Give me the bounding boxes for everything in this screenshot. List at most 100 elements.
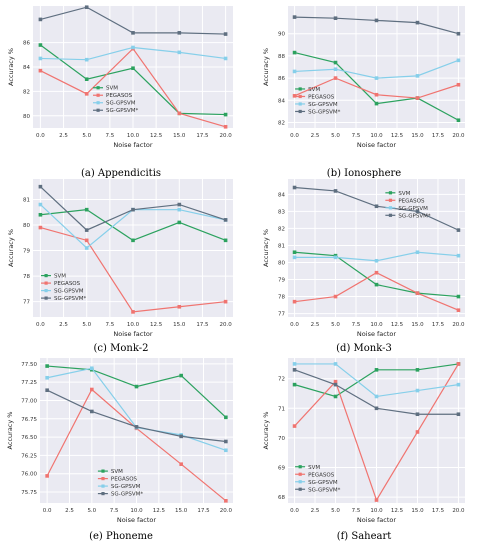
- x-tick-label: 10.0: [130, 508, 143, 514]
- data-point-sg-gpsvm-star: [177, 202, 182, 207]
- x-tick-label: 15.0: [175, 508, 188, 514]
- y-tick-label: 77: [23, 300, 30, 306]
- x-tick-label: 15.0: [411, 322, 424, 328]
- legend-swatch-marker: [298, 102, 302, 106]
- legend-label: SVM: [106, 86, 118, 92]
- data-point-pegasos: [374, 498, 379, 502]
- x-tick-label: 10.0: [370, 508, 383, 514]
- caption-monk-3: (d) Monk-3: [336, 343, 392, 354]
- data-point-sg-gpsvm-star: [374, 406, 379, 411]
- data-point-pegasos: [224, 499, 228, 503]
- x-tick-label: 7.5: [105, 133, 114, 139]
- data-point-svm: [415, 368, 420, 372]
- data-point-pegasos: [292, 424, 297, 428]
- y-tick-label: 76.00: [21, 472, 37, 478]
- legend-label: SG-GPSVM: [111, 484, 141, 490]
- data-point-sg-gpsvm-star: [415, 209, 420, 214]
- data-point-pegasos: [333, 379, 338, 384]
- y-tick-label: 86: [278, 76, 285, 82]
- data-point-sg-gpsvm-star: [333, 16, 338, 20]
- y-tick-label: 82: [23, 89, 30, 95]
- x-tick-label: 7.5: [352, 508, 361, 514]
- data-point-sg-gpsvm: [177, 207, 182, 212]
- x-tick-label: 12.5: [150, 133, 163, 139]
- data-point-sg-gpsvm-star: [179, 434, 183, 439]
- data-point-sg-gpsvm-star: [84, 5, 89, 10]
- legend-label: SVM: [111, 469, 123, 475]
- x-tick-label: 10.0: [370, 322, 383, 328]
- x-tick-label: 12.5: [153, 508, 166, 514]
- data-point-sg-gpsvm-star: [224, 439, 228, 444]
- y-tick-label: 80: [278, 260, 285, 266]
- data-point-sg-gpsvm: [415, 74, 420, 78]
- y-axis-label: Accuracy %: [7, 48, 15, 86]
- y-tick-label: 80: [23, 223, 30, 229]
- legend-label: SG-GPSVM: [308, 102, 338, 108]
- data-point-sg-gpsvm-star: [177, 31, 182, 35]
- legend-label: PEGASOS: [54, 281, 81, 287]
- legend-label: SG-GPSVM*: [398, 213, 431, 219]
- x-tick-label: 0.0: [290, 322, 299, 328]
- x-tick-label: 7.5: [352, 133, 361, 139]
- y-tick-label: 76.50: [21, 435, 37, 441]
- x-tick-label: 17.5: [197, 508, 210, 514]
- data-point-pegasos: [84, 92, 89, 96]
- data-point-pegasos: [456, 362, 461, 366]
- x-axis-label: Noise factor: [357, 516, 396, 524]
- data-point-svm: [131, 238, 135, 243]
- legend-label: SVM: [308, 465, 320, 471]
- y-tick-label: 77: [278, 312, 285, 318]
- y-tick-label: 80: [23, 114, 30, 120]
- data-point-svm: [45, 364, 49, 368]
- y-tick-label: 70: [278, 436, 285, 442]
- data-point-pegasos: [223, 124, 228, 129]
- data-point-sg-gpsvm: [333, 255, 338, 260]
- x-tick-label: 20.0: [452, 508, 465, 514]
- data-point-sg-gpsvm: [456, 382, 461, 387]
- data-point-sg-gpsvm-star: [38, 184, 43, 189]
- legend-swatch-marker: [44, 274, 48, 278]
- data-point-sg-gpsvm: [374, 258, 379, 263]
- data-point-sg-gpsvm: [333, 67, 338, 72]
- data-point-sg-gpsvm: [456, 253, 461, 258]
- data-point-sg-gpsvm-star: [131, 31, 135, 35]
- data-point-sg-gpsvm-star: [374, 204, 379, 209]
- data-point-sg-gpsvm-star: [415, 20, 420, 25]
- chart-panel-2: 0.0 2.5 5.0 7.5 10.0 12.5 15.0 17.5 20.0 82 84 86 88…: [262, 6, 465, 149]
- data-point-pegasos: [374, 92, 379, 97]
- legend-swatch-marker: [298, 487, 302, 491]
- data-point-sg-gpsvm: [45, 375, 49, 380]
- legend-label: SG-GPSVM: [308, 480, 338, 486]
- data-point-pegasos: [90, 387, 94, 392]
- legend-swatch-marker: [388, 198, 393, 202]
- legend-label: SG-GPSVM*: [54, 296, 87, 302]
- caption-monk-2: (c) Monk-2: [93, 343, 149, 354]
- data-point-pegasos: [38, 68, 43, 73]
- legend-swatch-marker: [101, 469, 105, 473]
- data-point-sg-gpsvm-star: [456, 412, 461, 417]
- data-point-svm: [374, 368, 379, 372]
- data-point-svm: [84, 77, 89, 81]
- data-point-sg-gpsvm-star: [374, 18, 379, 23]
- x-tick-label: 0.0: [36, 133, 45, 139]
- data-point-sg-gpsvm: [374, 394, 379, 399]
- caption-appendicitis: (a) Appendicitis: [80, 168, 162, 179]
- data-point-sg-gpsvm: [177, 50, 182, 55]
- legend-swatch-marker: [101, 484, 105, 488]
- x-tick-label: 5.0: [331, 508, 340, 514]
- x-tick-label: 2.5: [65, 508, 74, 514]
- x-tick-label: 17.5: [432, 133, 445, 139]
- legend-label: PEGASOS: [308, 94, 335, 100]
- chart-panel-6: 0.0 2.5 5.0 7.5 10.0 12.5 15.0 17.5 20.0 68 69 70 71…: [262, 358, 465, 524]
- y-axis-label: Accuracy %: [262, 412, 270, 450]
- x-tick-label: 7.5: [105, 322, 114, 328]
- x-axis-label: Noise factor: [113, 330, 152, 338]
- x-tick-label: 20.0: [219, 322, 232, 328]
- data-point-sg-gpsvm: [90, 366, 94, 371]
- data-point-svm: [292, 50, 297, 55]
- x-tick-label: 20.0: [452, 133, 465, 139]
- data-point-sg-gpsvm-star: [223, 218, 228, 222]
- data-point-sg-gpsvm: [38, 56, 43, 61]
- data-point-sg-gpsvm: [292, 69, 297, 74]
- x-tick-label: 7.5: [110, 508, 119, 514]
